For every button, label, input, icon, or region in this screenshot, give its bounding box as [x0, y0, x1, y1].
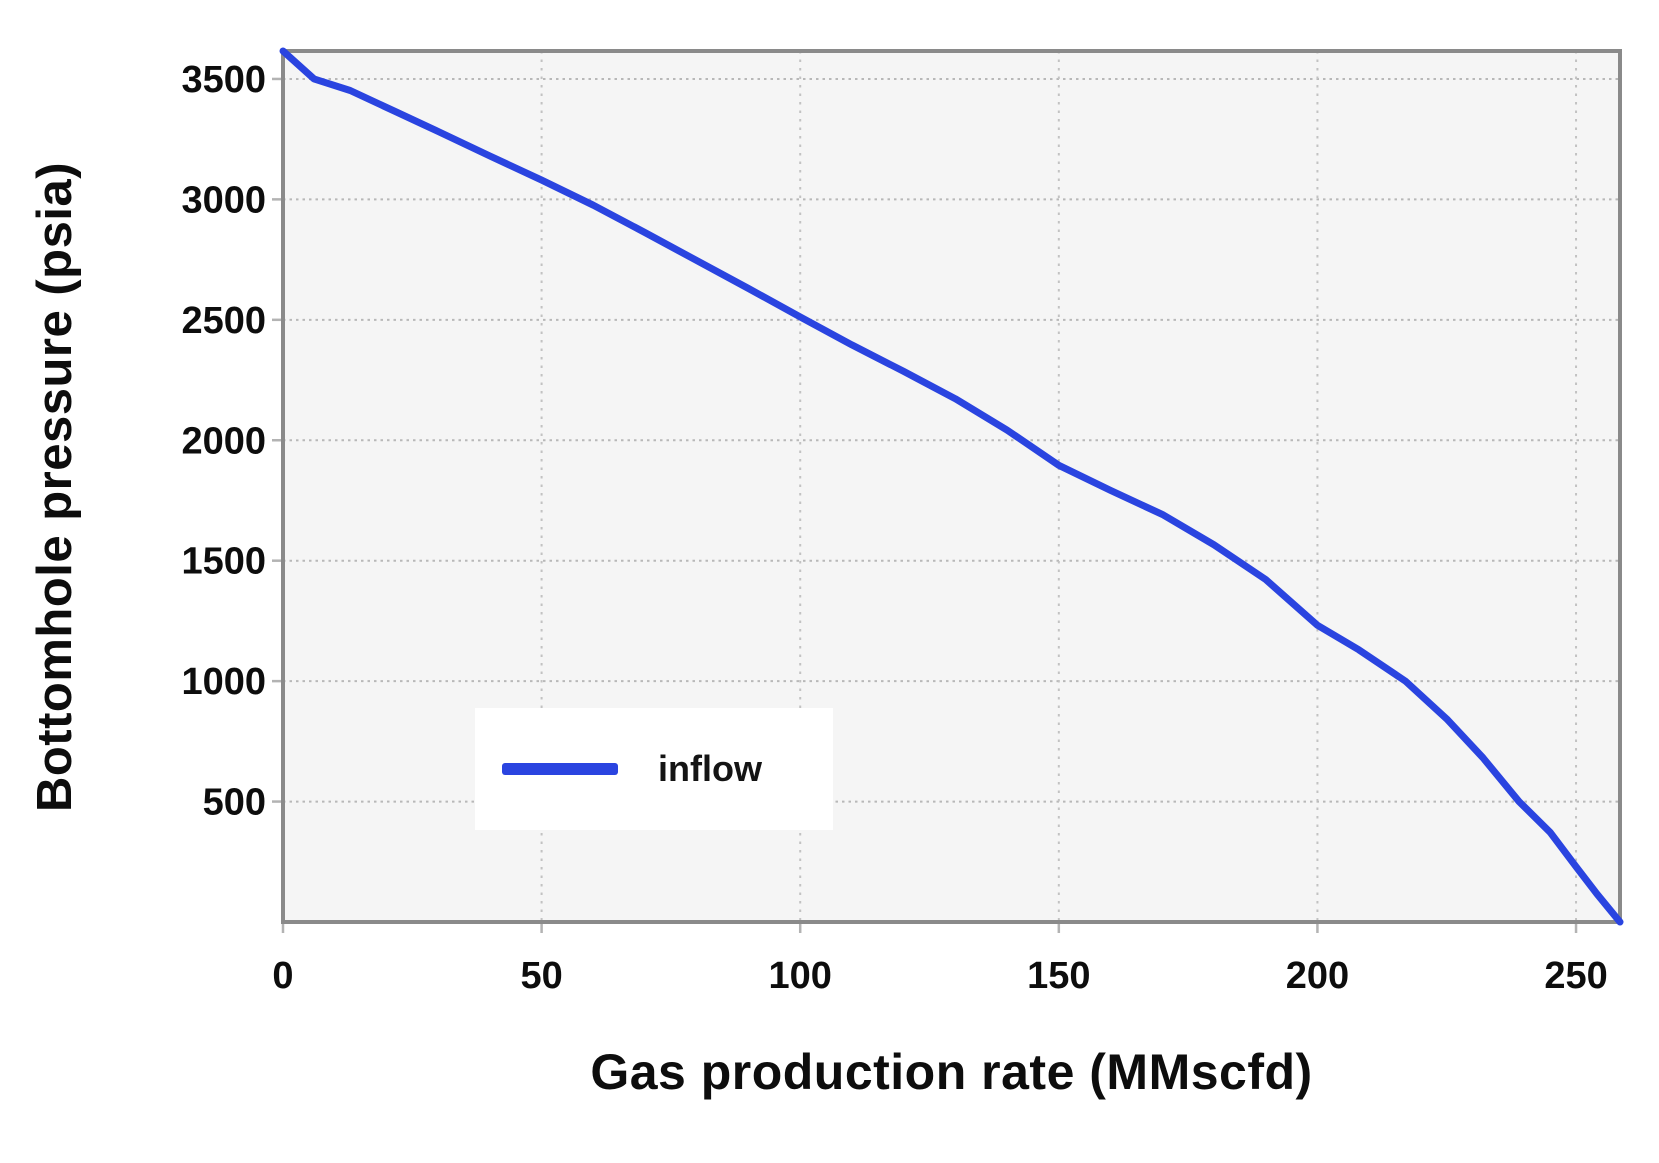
x-axis-title: Gas production rate (MMscfd) — [590, 1044, 1313, 1100]
y-tick-label: 2000 — [181, 420, 266, 462]
y-tick-label: 3500 — [181, 59, 266, 101]
y-tick-label: 1500 — [181, 541, 266, 583]
y-tick-label: 2500 — [181, 300, 266, 342]
x-tick-label: 150 — [1027, 955, 1090, 997]
y-tick-label: 500 — [203, 782, 266, 824]
x-tick-label: 0 — [272, 955, 293, 997]
y-tick-label: 1000 — [181, 661, 266, 703]
legend-line-swatch-inflow — [502, 763, 618, 775]
series-line-inflow — [279, 47, 1624, 926]
legend: inflow — [475, 708, 833, 830]
legend-label-inflow: inflow — [658, 748, 762, 789]
y-tick-label: 3000 — [181, 179, 266, 221]
x-tick-label: 200 — [1286, 955, 1349, 997]
x-tick-label: 50 — [520, 955, 562, 997]
plot-border — [281, 49, 1622, 924]
x-tick-label: 250 — [1544, 955, 1607, 997]
x-tick-label: 100 — [769, 955, 832, 997]
